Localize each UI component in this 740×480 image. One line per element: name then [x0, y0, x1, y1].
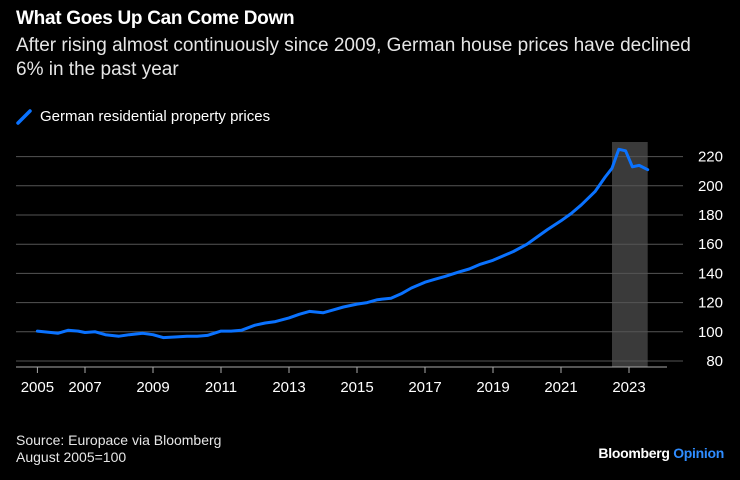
legend-label: German residential property prices — [40, 108, 271, 125]
chart-title: What Goes Up Can Come Down — [16, 8, 295, 29]
source-text: Source: Europace via Bloomberg — [16, 432, 222, 448]
y-tick-label: 200 — [698, 178, 723, 195]
x-tick-label: 2009 — [136, 379, 169, 396]
x-tick-label: 2013 — [272, 379, 305, 396]
y-tick-label: 100 — [698, 324, 723, 341]
x-tick-label: 2007 — [68, 379, 101, 396]
y-tick-label: 180 — [698, 207, 723, 224]
x-tick-label: 2015 — [340, 379, 373, 396]
y-tick-label: 80 — [706, 353, 723, 370]
x-tick-label: 2017 — [408, 379, 441, 396]
x-tick-label: 2005 — [21, 379, 54, 396]
y-tick-label: 160 — [698, 236, 723, 253]
source-note: Source: Europace via Bloomberg August 20… — [16, 432, 221, 466]
bloomberg-opinion-logo: Bloomberg Opinion — [598, 445, 724, 461]
x-tick-label: 2023 — [612, 379, 645, 396]
legend: German residential property prices — [16, 108, 270, 125]
base-note: August 2005=100 — [16, 449, 127, 465]
y-tick-label: 220 — [698, 149, 723, 166]
series-line-german-residential-property-prices — [35, 147, 650, 340]
y-tick-label: 120 — [698, 295, 723, 312]
x-tick-label: 2021 — [544, 379, 577, 396]
y-tick-label: 140 — [698, 265, 723, 282]
legend-line-icon — [16, 108, 32, 125]
x-tick-label: 2011 — [205, 379, 237, 396]
shaded-period — [612, 142, 648, 367]
chart-subtitle: After rising almost continuously since 2… — [16, 35, 691, 80]
x-tick-label: 2019 — [476, 379, 509, 396]
